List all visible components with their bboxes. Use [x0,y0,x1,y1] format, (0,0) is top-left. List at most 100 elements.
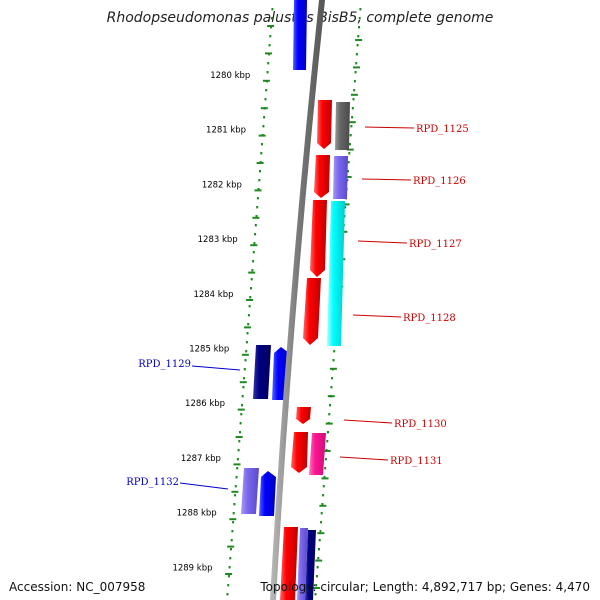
guide-dot [251,269,254,272]
guide-dot [357,35,360,38]
left-dotted-guide [226,8,274,596]
guide-dot [355,53,358,56]
callout-leader-line [339,456,389,461]
tick-mark [317,532,325,535]
guide-dot [347,170,349,173]
tick-mark [256,162,264,164]
tick-mark [231,490,239,493]
guide-dot [243,377,246,380]
guide-dot [227,575,230,578]
tick-mark [329,367,337,370]
guide-dot [319,530,322,533]
position-labels: 1280 kbp 1281 kbp 1282 kbp 1283 kbp 1284 kbp… [172,71,250,573]
position-label: 1288 kbp [177,509,217,519]
guide-dot [350,125,353,128]
guide-dot [323,476,326,479]
tick-mark [319,504,327,507]
guide-dot [254,224,257,227]
guide-dot [254,233,257,236]
gene-label: RPD_1131 [390,456,443,467]
gene-label: RPD_1126 [413,176,466,187]
tick-mark [344,176,352,178]
tick-mark [267,25,275,27]
genome-backbone [270,0,325,600]
tick-mark [250,244,258,247]
tick-mark [342,203,350,206]
position-label: 1282 kbp [202,180,242,190]
tick-mark [325,422,333,425]
guide-dot [235,476,238,479]
callout-leader-line [361,178,412,181]
guide-dot [320,521,323,524]
guide-dot [320,512,323,515]
tick-mark [262,79,270,82]
tick-mark [258,134,266,137]
feature-block [303,278,321,345]
guide-dot [332,359,335,362]
guide-dot [317,557,320,560]
guide-dot [243,368,246,371]
tick-mark [353,66,360,69]
guide-dot [271,8,274,11]
position-label: 1283 kbp [198,235,238,245]
guide-dot [329,404,331,407]
guide-dot [230,539,233,542]
guide-dot [246,332,249,335]
tick-mark [260,107,268,110]
gene-label: RPD_1130 [394,419,447,430]
guide-dot [238,440,241,443]
tick-mark [248,271,256,274]
guide-dot [344,206,347,209]
guide-dot [326,440,329,443]
guide-dot [264,98,267,101]
guide-dot [232,521,235,524]
guide-dot [247,323,250,326]
guide-dot [261,143,263,146]
position-label: 1287 kbp [181,454,221,464]
feature-block [241,468,259,514]
position-label: 1289 kbp [172,563,212,573]
tick-mark [225,573,233,575]
tick-mark [246,299,254,301]
guide-dot [347,161,350,164]
guide-dot [233,503,236,506]
guide-dot [349,143,351,146]
guide-dot [227,584,230,587]
guide-dot [318,548,320,551]
guide-dot [352,98,355,101]
gene-label: RPD_1125 [416,124,469,135]
guide-dot [252,251,255,254]
guide-dot [255,215,258,218]
position-label: 1286 kbp [185,399,225,409]
callout-leader-line [357,240,408,244]
guide-dot [247,314,250,317]
guide-dot [236,458,239,461]
guide-dot [267,62,270,65]
guide-dot [315,575,318,578]
tick-mark [355,39,363,41]
gene-callouts: RPD_1125 RPD_1126 RPD_1127 RPD_1128 RPD_1129… [126,124,469,490]
feature-blocks [241,0,350,600]
tick-mark [241,353,249,356]
guide-dot [318,539,321,542]
gene-label: RPD_1132 [126,477,179,488]
guide-dot [358,17,361,20]
tick-mark [350,93,358,96]
guide-dot [330,386,333,389]
feature-block [297,528,308,600]
guide-dot [262,125,265,128]
guide-dot [322,494,325,497]
tick-mark [233,463,241,466]
tick-mark [327,395,335,398]
guide-dot [354,71,357,74]
guide-dot [240,413,243,416]
feature-block [333,156,348,199]
guide-dot [265,89,268,92]
guide-dot [229,557,232,560]
tick-mark [229,518,237,521]
guide-dot [269,35,272,38]
feature-block [317,100,332,149]
guide-dot [249,296,252,299]
guide-dot [244,359,247,362]
